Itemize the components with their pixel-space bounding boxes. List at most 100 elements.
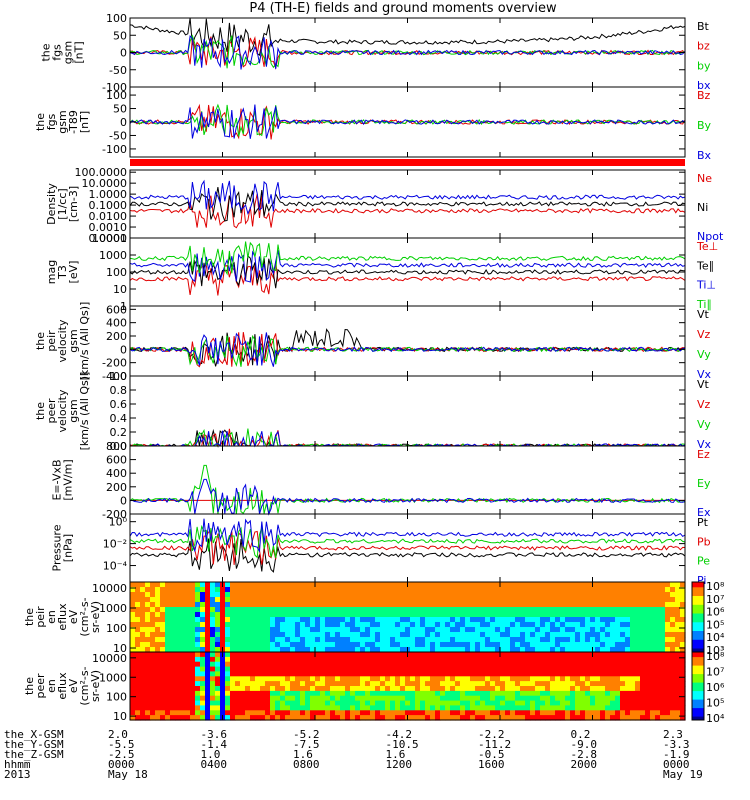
heatmap-cell <box>495 607 501 613</box>
heatmap-cell <box>260 681 266 687</box>
heatmap-cell <box>160 647 166 653</box>
heatmap-cell <box>465 671 471 677</box>
legend-pressure-0: Pt <box>697 516 709 529</box>
heatmap-cell <box>180 715 186 721</box>
heatmap-cell <box>655 715 661 721</box>
heatmap-cell <box>175 700 181 707</box>
heatmap-cell <box>145 656 151 663</box>
heatmap-cell <box>645 582 651 588</box>
heatmap-cell <box>170 602 176 608</box>
heatmap-cell <box>490 690 496 697</box>
heatmap-cell <box>510 612 516 618</box>
heatmap-cell <box>580 715 586 721</box>
heatmap-cell <box>580 710 586 716</box>
heatmap-cell <box>630 582 636 588</box>
heatmap-cell <box>620 637 626 643</box>
legend-density-2: Npot <box>697 230 724 243</box>
heatmap-cell <box>220 602 226 608</box>
heatmap-cell <box>645 705 651 711</box>
heatmap-cell <box>525 700 531 707</box>
y-axis-label-line: the <box>23 677 36 695</box>
heatmap-cell <box>550 705 556 711</box>
heatmap-cell <box>620 700 626 707</box>
heatmap-cell <box>595 642 601 648</box>
heatmap-cell <box>255 582 261 588</box>
heatmap-cell <box>580 632 586 638</box>
heatmap-cell <box>615 676 621 682</box>
heatmap-cell <box>220 607 226 613</box>
heatmap-cell <box>385 637 391 643</box>
heatmap-cell <box>455 710 461 716</box>
heatmap-cell <box>265 582 271 588</box>
heatmap-cell <box>435 622 441 628</box>
series-efield-Ex <box>129 478 686 516</box>
heatmap-cell <box>195 637 201 643</box>
heatmap-cell <box>470 612 476 618</box>
heatmap-cell <box>195 582 201 588</box>
heatmap-cell <box>365 681 371 687</box>
xaxis-row-label: hhmm <box>4 758 31 771</box>
heatmap-cell <box>585 647 591 653</box>
heatmap-cell <box>390 652 396 658</box>
heatmap-cell <box>440 597 446 603</box>
heatmap-cell <box>510 602 516 608</box>
heatmap-cell <box>675 632 681 638</box>
heatmap-cell <box>355 700 361 707</box>
heatmap-cell <box>515 642 521 648</box>
heatmap-cell <box>235 642 241 648</box>
heatmap-cell <box>575 582 581 588</box>
heatmap-cell <box>290 652 296 658</box>
heatmap-cell <box>330 597 336 603</box>
heatmap-cell <box>205 710 211 716</box>
colorbar-segment <box>692 667 704 670</box>
heatmap-cell <box>410 676 416 682</box>
heatmap-cell <box>130 597 136 603</box>
heatmap-cell <box>570 612 576 618</box>
heatmap-cell <box>170 681 176 687</box>
heatmap-cell <box>445 612 451 618</box>
heatmap-cell <box>590 700 596 707</box>
heatmap-cell <box>320 627 326 633</box>
y-axis-label-line: gsm <box>67 399 80 422</box>
heatmap-cell <box>455 617 461 623</box>
heatmap-cell <box>205 676 211 682</box>
heatmap-cell <box>510 656 516 663</box>
heatmap-cell <box>435 612 441 618</box>
heatmap-cell <box>480 656 486 663</box>
heatmap-cell <box>465 642 471 648</box>
heatmap-cell <box>165 690 171 697</box>
heatmap-cell <box>185 637 191 643</box>
heatmap-cell <box>420 695 426 702</box>
y-tick-label: 0.0100 <box>89 210 128 223</box>
heatmap-cell <box>615 681 621 687</box>
heatmap-cell <box>390 607 396 613</box>
colorbar-segment <box>692 641 704 644</box>
heatmap-cell <box>580 705 586 711</box>
heatmap-cell <box>410 612 416 618</box>
heatmap-cell <box>145 681 151 687</box>
heatmap-cell <box>465 710 471 716</box>
heatmap-cell <box>510 690 516 697</box>
heatmap-cell <box>135 656 141 663</box>
heatmap-cell <box>275 656 281 663</box>
heatmap-cell <box>550 671 556 677</box>
heatmap-cell <box>485 602 491 608</box>
heatmap-cell <box>230 666 236 673</box>
heatmap-cell <box>440 656 446 663</box>
heatmap-cell <box>265 617 271 623</box>
heatmap-cell <box>350 666 356 673</box>
heatmap-cell <box>240 647 246 653</box>
series-temp-Ti∥ <box>129 241 686 276</box>
heatmap-cell <box>435 587 441 593</box>
xaxis-row-value: 1.6 <box>386 748 406 761</box>
heatmap-cell <box>530 656 536 663</box>
heatmap-cell <box>345 592 351 598</box>
heatmap-cell <box>465 690 471 697</box>
heatmap-cell <box>615 666 621 673</box>
heatmap-cell <box>170 622 176 628</box>
heatmap-cell <box>275 602 281 608</box>
heatmap-cell <box>510 607 516 613</box>
series-efield-Ey <box>129 464 686 515</box>
heatmap-cell <box>565 695 571 702</box>
heatmap-cell <box>565 710 571 716</box>
